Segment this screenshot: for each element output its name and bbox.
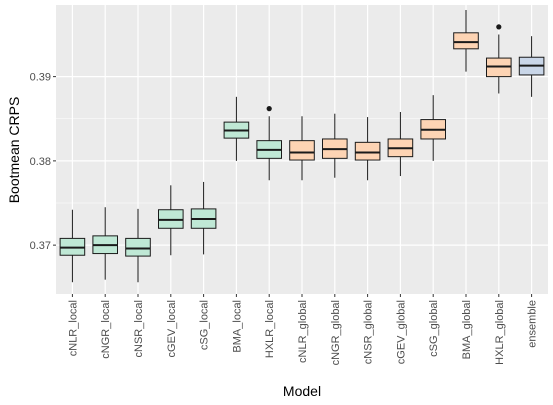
x-tick-label: cGEV_local [166,300,178,357]
y-axis: 0.37 0.38 0.39 [30,72,56,252]
y-tick-label: 0.37 [30,240,51,252]
x-tick-label: BMA_local [231,300,243,353]
outlier-point [496,24,502,30]
y-tick-label: 0.39 [30,72,51,84]
x-tick-label: BMA_global [461,300,473,359]
x-tick-label: cGEV_global [395,300,407,364]
y-tick-label: 0.38 [30,156,51,168]
box-cNGR_global [322,113,348,178]
box-cSG_global [420,95,446,161]
box-HXLR_local [256,106,282,181]
box-cNLR_local [59,209,86,283]
box-BMA_local [223,96,250,161]
box-cSG_local [190,181,217,255]
x-axis: cNLR_local cNGR_local cNSR_local cGEV_local… [67,294,539,365]
x-tick-label: cNSR_global [363,300,375,364]
box-cNSR_local [125,208,151,283]
box-cNLR_global [289,116,315,181]
x-tick-label: cSG_global [428,300,440,357]
x-tick-label: cNGR_global [330,300,342,365]
box-body [289,140,315,161]
x-tick-label: cNLR_local [67,300,79,356]
box-body [125,237,151,257]
x-tick-label: HXLR_local [264,300,276,358]
box-cGEV_global [387,112,414,177]
box-cNGR_local [92,207,119,280]
outlier-point [266,106,272,112]
x-tick-label: cNSR_local [133,300,145,357]
x-tick-label: cNLR_global [297,300,309,363]
x-tick-label: cSG_local [199,300,211,350]
box-cNSR_global [354,117,381,181]
box-cGEV_local [158,185,184,256]
box-BMA_global [453,10,479,72]
x-axis-title: Model [283,383,321,399]
box-ensemble [518,36,545,97]
box-body [453,32,479,50]
box-body [354,141,381,161]
boxes [59,10,545,283]
x-tick-label: HXLR_global [494,300,506,365]
y-axis-title: Bootmean CRPS [6,97,22,204]
x-tick-label: cNGR_local [100,300,112,359]
box-HXLR_global [486,24,512,94]
x-tick-label: ensemble [527,300,539,348]
